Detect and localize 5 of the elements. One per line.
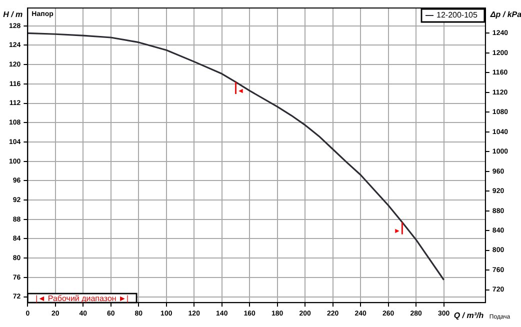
y2-axis-title: Δp / kPa [489, 10, 521, 20]
legend-label: 12-200-105 [436, 10, 478, 20]
annotation: |◄ Рабочий диапазон ►| [36, 294, 129, 303]
x-axis-title: Q / m³/h [454, 310, 484, 320]
y-axis-title: H / m [3, 10, 23, 20]
